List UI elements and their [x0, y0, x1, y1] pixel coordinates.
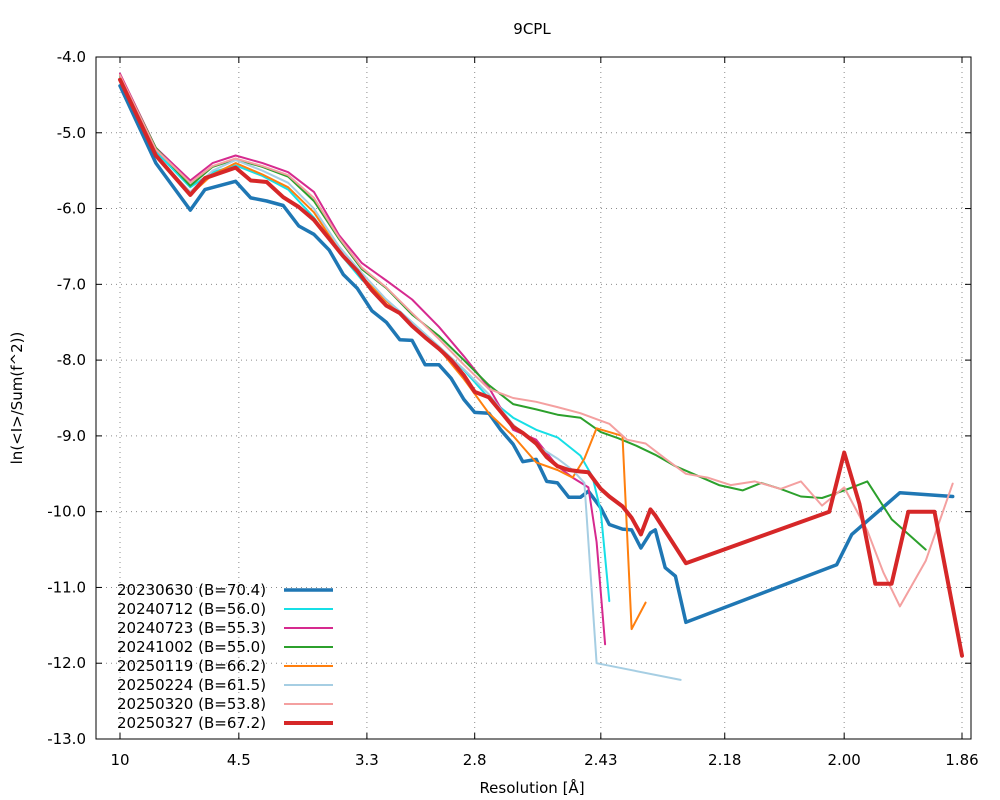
x-tick-label: 4.5 [227, 751, 251, 769]
y-tick-label: -9.0 [57, 427, 86, 445]
series-line-7 [119, 74, 954, 608]
y-tick-label: -8.0 [57, 351, 86, 369]
series-line-3 [119, 72, 607, 646]
x-axis-label: Resolution [Å] [479, 778, 584, 797]
legend-entry-label: 20250320 (B=53.8) [117, 695, 266, 713]
y-tick-label: -11.0 [47, 578, 86, 596]
y-tick-label: -6.0 [57, 200, 86, 218]
x-tick-label: 2.18 [708, 751, 741, 769]
chart-title: 9CPL [513, 20, 551, 38]
series-lines [118, 72, 964, 681]
legend-entry-label: 20240712 (B=56.0) [117, 600, 266, 618]
series-line-1 [118, 84, 955, 625]
x-tick-label: 2.43 [584, 751, 617, 769]
y-tick-label: -12.0 [47, 654, 86, 672]
y-tick-label: -13.0 [47, 730, 86, 748]
y-tick-label: -7.0 [57, 275, 86, 293]
legend: 20230630 (B=70.4)20240712 (B=56.0)202407… [117, 581, 333, 732]
legend-entry-label: 20250119 (B=66.2) [117, 657, 266, 675]
y-axis-label: ln(<I>/Sum(f^2)) [8, 332, 26, 465]
legend-entry-label: 20230630 (B=70.4) [117, 581, 266, 599]
series-line-2 [119, 77, 611, 603]
y-tick-label: -10.0 [47, 503, 86, 521]
legend-entry-label: 20240723 (B=55.3) [117, 619, 266, 637]
x-tick-label: 2.00 [827, 751, 860, 769]
legend-entry-label: 20241002 (B=55.0) [117, 638, 266, 656]
grid-lines [96, 56, 971, 740]
y-tick-label: -5.0 [57, 124, 86, 142]
series-line-4 [119, 74, 927, 551]
y-tick-label: -4.0 [57, 48, 86, 66]
legend-entry-label: 20250224 (B=61.5) [117, 676, 266, 694]
plot-frame [95, 56, 972, 740]
axis-ticks: 10 4.5 3.3 2.8 2.43 2.18 2.00 1.86 -4.0 -5.0 -6.0 -… [47, 48, 979, 769]
legend-entry-label: 20250327 (B=67.2) [117, 714, 266, 732]
x-tick-label: 2.8 [463, 751, 487, 769]
x-tick-label: 10 [110, 751, 129, 769]
series-line-5 [119, 78, 647, 631]
series-line-8 [118, 77, 964, 658]
x-tick-label: 3.3 [355, 751, 379, 769]
x-tick-label: 1.86 [945, 751, 978, 769]
